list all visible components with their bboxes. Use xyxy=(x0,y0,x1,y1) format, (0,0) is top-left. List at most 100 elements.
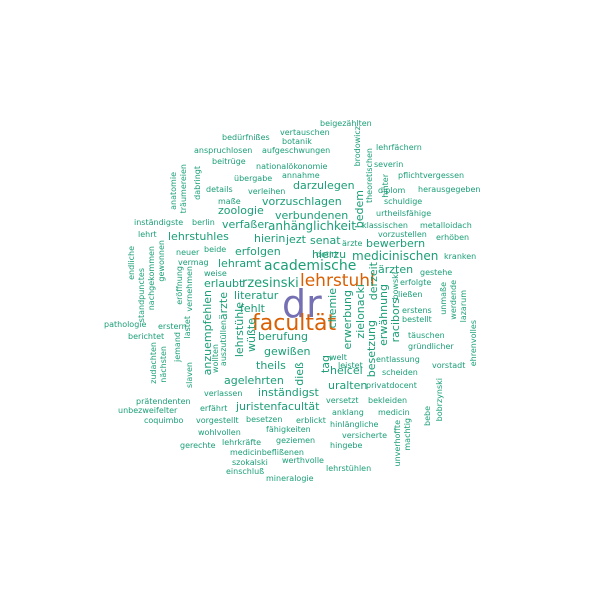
cloud-word: hinlängliche xyxy=(330,420,379,429)
cloud-word: werthvolle xyxy=(282,456,324,465)
cloud-word: machtig xyxy=(403,418,412,451)
cloud-word: erlaubt xyxy=(204,277,244,290)
cloud-word: versetzt xyxy=(326,396,359,405)
cloud-word: diplom xyxy=(378,186,406,195)
cloud-word: botanik xyxy=(282,137,312,146)
cloud-word: unverhoffte xyxy=(393,420,402,467)
cloud-word: lehrt xyxy=(138,230,157,239)
cloud-word: ehrenvolles xyxy=(469,320,478,367)
cloud-word: facultät xyxy=(252,311,337,336)
cloud-word: versicherte xyxy=(342,431,388,440)
cloud-word: maße xyxy=(218,197,241,206)
cloud-word: nächsten xyxy=(159,346,168,383)
cloud-word: urtheilsfähige xyxy=(376,209,432,218)
cloud-word: lehramt xyxy=(218,257,262,270)
cloud-word: vorzustellen xyxy=(378,230,427,239)
cloud-word: herausgegeben xyxy=(418,185,481,194)
cloud-word: verlassen xyxy=(204,389,243,398)
cloud-word: verleihen xyxy=(248,187,286,196)
cloud-word: gründlicher xyxy=(408,342,454,351)
cloud-word: szokalski xyxy=(232,458,268,467)
cloud-word: vermag xyxy=(178,258,209,267)
cloud-word: bedürfnißes xyxy=(222,133,270,142)
cloud-word: lehrstuhl xyxy=(300,271,375,291)
cloud-word: standpunctes xyxy=(137,268,146,323)
cloud-word: endliche xyxy=(127,246,136,280)
cloud-word: eröffnung xyxy=(175,266,184,305)
cloud-word: aufgeschwungen xyxy=(262,146,331,155)
cloud-word: dieß xyxy=(293,362,306,386)
cloud-word: besetzen xyxy=(246,415,283,424)
cloud-word: ärzte xyxy=(342,239,363,248)
cloud-word: erstens xyxy=(402,306,432,315)
cloud-word: agelehrten xyxy=(224,374,284,387)
cloud-word: berufung xyxy=(258,330,309,343)
cloud-word: medicinischen xyxy=(352,249,439,263)
cloud-word: träumereien xyxy=(179,164,188,214)
cloud-word: erwähnung xyxy=(377,284,390,346)
cloud-word: vertauschen xyxy=(280,128,330,137)
cloud-word: fähigkeiten xyxy=(266,425,311,434)
cloud-word: auszutüllen xyxy=(219,320,228,367)
cloud-word: wohlvollen xyxy=(198,428,241,437)
cloud-word: lehrstühle xyxy=(233,302,246,358)
cloud-word: hierin xyxy=(254,232,286,245)
cloud-word: coquimbo xyxy=(144,416,184,425)
cloud-word: pathologie xyxy=(104,320,147,329)
cloud-word: anatomie xyxy=(169,172,178,210)
cloud-word: zudachten xyxy=(149,342,158,384)
cloud-word: scheiden xyxy=(382,368,418,377)
cloud-word: werdende xyxy=(449,280,458,320)
cloud-word: besetzung xyxy=(365,320,378,378)
cloud-word: erblickt xyxy=(296,416,326,425)
cloud-word: slaven xyxy=(185,362,194,389)
cloud-word: juristenfacultät xyxy=(236,400,320,413)
cloud-word: prätendenten xyxy=(136,397,191,406)
cloud-word: bebe xyxy=(423,406,432,426)
cloud-word: wüßte xyxy=(245,318,258,352)
cloud-word: dotirt xyxy=(316,250,338,259)
cloud-word: beide xyxy=(204,245,227,254)
cloud-word: ließen xyxy=(398,290,423,299)
cloud-word: erfolgte xyxy=(400,278,432,287)
cloud-word: tag xyxy=(319,355,332,374)
cloud-word: lehrstuhles xyxy=(168,230,229,243)
cloud-word: bestellt xyxy=(402,315,432,324)
cloud-word: racibors xyxy=(389,298,402,343)
cloud-word: vernehmen xyxy=(185,266,194,312)
cloud-word: gerechte xyxy=(180,441,216,450)
cloud-word: ärzten xyxy=(378,263,414,276)
cloud-word: beitrüge xyxy=(212,157,246,166)
cloud-word: beigezählten xyxy=(320,119,372,128)
cloud-word: welt xyxy=(330,353,347,362)
cloud-word: anspruchlosen xyxy=(194,146,253,155)
cloud-word: medicin xyxy=(378,408,410,417)
cloud-word: anhänglichkeit xyxy=(268,219,356,233)
cloud-word: lehrstühlen xyxy=(326,464,372,473)
cloud-word: unbezweifelter xyxy=(118,406,178,415)
cloud-word: lastet xyxy=(183,316,192,339)
cloud-word: schuldige xyxy=(384,197,423,206)
cloud-word: bowski xyxy=(391,272,400,300)
cloud-word: privatdocent xyxy=(366,381,417,390)
cloud-word: erfolgen xyxy=(235,245,281,258)
cloud-word: metalloidach xyxy=(420,221,472,230)
cloud-word: erfährt xyxy=(200,404,228,413)
cloud-word: einschluß xyxy=(226,467,265,476)
cloud-word: medicinbeflißenen xyxy=(230,448,304,457)
cloud-word: details xyxy=(206,185,233,194)
cloud-word: leistet xyxy=(338,361,363,370)
cloud-word: dr xyxy=(282,282,322,326)
cloud-word: rzesinski xyxy=(242,276,299,291)
cloud-word: helcel xyxy=(330,364,363,377)
cloud-word: verbundenen xyxy=(275,209,349,222)
cloud-word: annahme xyxy=(282,171,320,180)
cloud-word: vorgestellt xyxy=(196,416,239,425)
cloud-word: erwerbung xyxy=(341,290,354,350)
cloud-word: ärzte xyxy=(217,292,230,321)
cloud-word: vorstadt xyxy=(432,361,466,370)
cloud-word: mineralogie xyxy=(266,474,314,483)
cloud-word: brodowicz xyxy=(353,126,362,167)
cloud-word: klassischen xyxy=(362,221,408,230)
